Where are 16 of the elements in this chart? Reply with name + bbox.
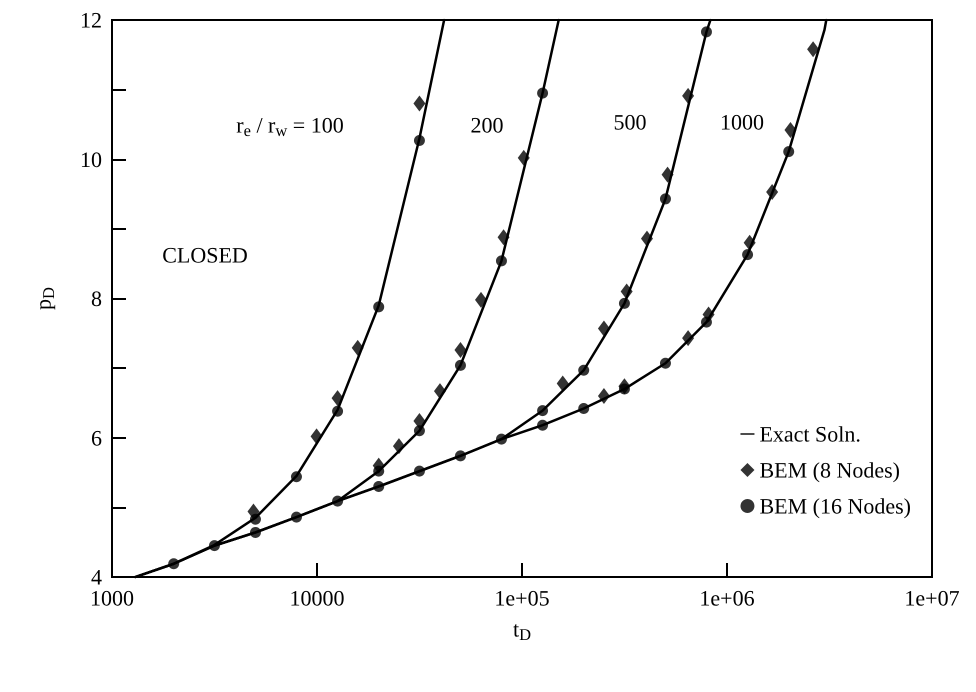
annotation: CLOSED	[162, 242, 248, 268]
y-tick-label: 6	[91, 425, 102, 450]
y-tick-label: 10	[80, 146, 102, 172]
x-tick-label: 1e+05	[494, 586, 550, 610]
annotation: 1000	[720, 110, 764, 134]
legend-label: Exact Soln.	[759, 422, 861, 446]
legend-label: BEM (16 Nodes)	[759, 494, 912, 518]
x-tick-label: 1e+06	[699, 586, 755, 610]
x-tick-label: 10000	[290, 586, 344, 610]
legend-label: BEM (8 Nodes)	[759, 458, 900, 482]
y-axis-title: pD	[30, 286, 58, 310]
x-tick-label: 1e+07	[904, 586, 960, 610]
y-tick-label: 8	[91, 286, 102, 311]
y-tick-label: 12	[80, 8, 102, 32]
annotation: 200	[470, 112, 504, 138]
annotation: 500	[614, 110, 646, 134]
